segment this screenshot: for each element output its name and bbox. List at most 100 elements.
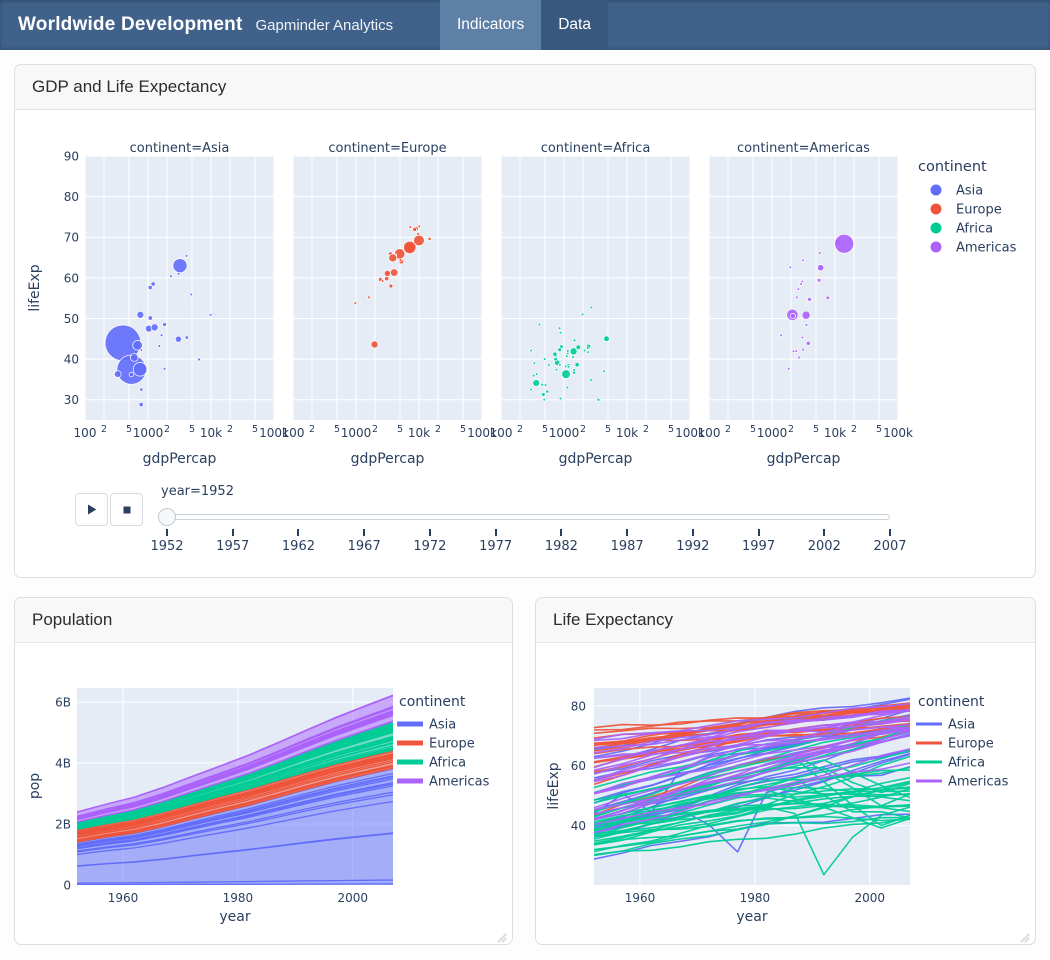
- resize-grip-icon[interactable]: [1019, 930, 1030, 941]
- facet-africa: [529, 305, 610, 402]
- svg-text:gdpPercap: gdpPercap: [143, 451, 217, 467]
- svg-text:5: 5: [542, 424, 548, 435]
- svg-text:4B: 4B: [55, 757, 71, 771]
- slider-tick-label: 1982: [544, 539, 578, 554]
- svg-text:2: 2: [788, 424, 794, 435]
- navbar-brand: Worldwide Development Gapminder Analytic…: [0, 0, 393, 50]
- svg-text:lifeExp: lifeExp: [546, 762, 562, 809]
- svg-text:2000: 2000: [855, 891, 886, 905]
- svg-text:100: 100: [282, 426, 305, 440]
- slider-tick-label: 1987: [610, 539, 644, 554]
- svg-text:6B: 6B: [55, 696, 71, 710]
- gdp-card-header: GDP and Life Expectancy: [15, 65, 1035, 110]
- slider-tick-label: 1972: [413, 539, 447, 554]
- svg-text:10k: 10k: [408, 426, 430, 440]
- play-icon: [87, 504, 96, 515]
- svg-text:2: 2: [372, 424, 378, 435]
- svg-text:2: 2: [309, 424, 315, 435]
- population-card-body: 0 2B 4B 6B 1960 1980 2000 pop year continent Asia E…: [15, 643, 512, 943]
- svg-text:2: 2: [164, 424, 170, 435]
- play-button[interactable]: [75, 493, 108, 526]
- stop-button[interactable]: [110, 493, 143, 526]
- slider-handle[interactable]: [158, 508, 176, 526]
- svg-text:70: 70: [64, 231, 79, 245]
- slider-tick-label: 1957: [216, 539, 250, 554]
- svg-text:gdpPercap: gdpPercap: [351, 451, 425, 467]
- svg-text:year: year: [219, 909, 250, 925]
- slider-tick: [626, 529, 629, 536]
- app-title: Worldwide Development: [18, 14, 243, 35]
- slider-tick: [166, 529, 168, 536]
- svg-text:5: 5: [189, 424, 195, 435]
- svg-text:pop: pop: [27, 773, 43, 799]
- svg-text:40: 40: [571, 819, 586, 833]
- svg-text:10k: 10k: [824, 426, 846, 440]
- scatter-legend[interactable]: continent Asia Europe Africa Americas: [918, 159, 1017, 256]
- svg-text:100: 100: [74, 426, 97, 440]
- svg-text:2: 2: [435, 424, 441, 435]
- svg-text:Africa: Africa: [948, 756, 985, 771]
- svg-text:80: 80: [64, 190, 79, 204]
- svg-text:80: 80: [571, 699, 586, 713]
- svg-text:50: 50: [64, 312, 79, 326]
- svg-text:0: 0: [63, 879, 71, 893]
- slider-tick-label: 1992: [676, 539, 710, 554]
- svg-text:5: 5: [334, 424, 340, 435]
- svg-text:year: year: [736, 909, 767, 925]
- population-chart[interactable]: 0 2B 4B 6B 1960 1980 2000 pop year continent Asia E…: [15, 643, 512, 943]
- life-expectancy-chart[interactable]: 40 60 80 1960 1980 2000 lifeExp year continent As…: [536, 643, 1035, 943]
- svg-text:continent=Europe: continent=Europe: [328, 141, 446, 156]
- svg-text:5: 5: [126, 424, 132, 435]
- svg-text:1000: 1000: [757, 426, 788, 440]
- gdp-card-title: GDP and Life Expectancy: [32, 77, 227, 96]
- year-slider[interactable]: [158, 508, 890, 526]
- svg-text:90: 90: [64, 150, 79, 164]
- slider-tick: [428, 529, 431, 536]
- facet-americas: [779, 233, 855, 371]
- svg-text:1980: 1980: [740, 891, 771, 905]
- svg-text:1980: 1980: [223, 891, 254, 905]
- population-legend[interactable]: continent Asia Europe Africa Americas: [397, 694, 490, 790]
- svg-text:5: 5: [460, 424, 466, 435]
- slider-tick: [494, 529, 497, 536]
- svg-text:100k: 100k: [259, 426, 289, 440]
- svg-text:2: 2: [580, 424, 586, 435]
- life-expectancy-card-header: Life Expectancy: [536, 598, 1035, 643]
- svg-text:5: 5: [750, 424, 756, 435]
- svg-text:100: 100: [490, 426, 513, 440]
- svg-text:2: 2: [101, 424, 107, 435]
- svg-text:100: 100: [698, 426, 721, 440]
- svg-text:Americas: Americas: [429, 775, 490, 790]
- svg-text:Europe: Europe: [956, 203, 1002, 218]
- life-expectancy-card-body: 40 60 80 1960 1980 2000 lifeExp year continent As…: [536, 643, 1035, 943]
- svg-text:2000: 2000: [338, 891, 369, 905]
- svg-text:1000: 1000: [549, 426, 580, 440]
- tab-indicators[interactable]: Indicators: [440, 0, 542, 50]
- svg-text:continent=Africa: continent=Africa: [541, 141, 651, 156]
- navbar-tabs: Indicators Data: [440, 0, 608, 50]
- svg-text:10k: 10k: [200, 426, 222, 440]
- life-expectancy-legend[interactable]: continent Asia Europe Africa Americas: [916, 694, 1009, 790]
- slider-tick-label: 1997: [742, 539, 776, 554]
- svg-text:continent: continent: [918, 159, 987, 175]
- svg-text:gdpPercap: gdpPercap: [559, 451, 633, 467]
- svg-text:100k: 100k: [883, 426, 913, 440]
- tab-data[interactable]: Data: [541, 0, 608, 50]
- gdp-life-expectancy-card: GDP and Life Expectancy continent=Asia 10…: [14, 64, 1036, 578]
- svg-text:continent=Asia: continent=Asia: [130, 141, 230, 156]
- svg-text:Americas: Americas: [948, 775, 1009, 790]
- svg-text:2B: 2B: [55, 818, 71, 832]
- slider-tick: [297, 529, 300, 536]
- gdp-card-body: continent=Asia 100 2 5 1000 2 5 10k 2 5 100k gdpPer…: [15, 110, 1035, 554]
- slider-tick-label: 1952: [150, 539, 184, 554]
- svg-text:lifeExp: lifeExp: [27, 264, 43, 311]
- svg-text:100k: 100k: [675, 426, 705, 440]
- facet-europe: [353, 224, 432, 349]
- svg-text:continent=Americas: continent=Americas: [737, 141, 870, 156]
- svg-text:2: 2: [851, 424, 857, 435]
- svg-text:Asia: Asia: [948, 718, 975, 733]
- resize-grip-icon[interactable]: [496, 930, 507, 941]
- svg-text:30: 30: [64, 393, 79, 407]
